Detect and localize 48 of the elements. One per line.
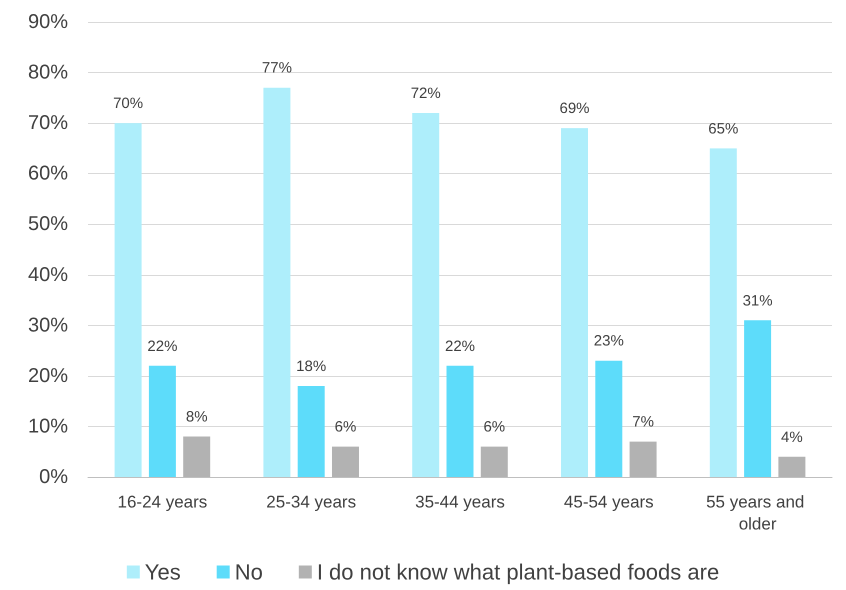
y-tick-label: 30% — [28, 314, 68, 336]
data-label: 70% — [113, 95, 144, 112]
data-label: 77% — [262, 60, 292, 77]
bar — [710, 148, 737, 477]
bar — [148, 366, 176, 477]
bar — [412, 113, 440, 477]
x-tick-label: 55 years and older — [706, 492, 810, 534]
data-label: 22% — [444, 338, 476, 355]
bar — [778, 456, 806, 477]
bar — [561, 128, 588, 477]
legend-label: Yes — [144, 560, 181, 584]
y-tick-label: 80% — [28, 62, 68, 84]
data-label: 8% — [186, 408, 208, 426]
data-label: 23% — [594, 332, 624, 350]
y-tick-label: 20% — [28, 364, 68, 387]
data-label: 7% — [632, 414, 654, 431]
bar — [744, 320, 772, 477]
bar — [114, 123, 142, 477]
y-tick-label: 90% — [28, 11, 68, 33]
data-label: 31% — [742, 292, 773, 310]
bar — [480, 446, 508, 477]
x-tick-label: 25-34 years — [266, 492, 356, 512]
legend-label: No — [234, 560, 263, 584]
bar — [630, 442, 657, 477]
data-label: 4% — [781, 428, 803, 446]
data-label: 65% — [708, 120, 738, 138]
data-label: 72% — [410, 85, 441, 102]
data-label: 6% — [334, 418, 356, 436]
data-label: 6% — [483, 418, 506, 436]
y-tick-label: 50% — [28, 213, 68, 236]
bar — [595, 360, 622, 477]
data-label: 18% — [296, 358, 326, 375]
bar — [298, 386, 325, 477]
y-tick-label: 60% — [28, 162, 68, 185]
x-tick-label: 45-54 years — [564, 492, 654, 512]
x-tick-label: 35-44 years — [415, 492, 505, 512]
bar — [446, 366, 474, 477]
y-tick-label: 70% — [28, 112, 68, 134]
y-tick-label: 10% — [28, 415, 68, 438]
bar — [332, 446, 359, 477]
x-tick-label: 16-24 years — [118, 492, 208, 512]
bar — [183, 436, 210, 477]
data-label: 22% — [147, 338, 178, 355]
data-label: 69% — [559, 100, 590, 118]
bar — [263, 88, 290, 477]
y-tick-label: 0% — [39, 466, 68, 488]
y-tick-label: 40% — [28, 264, 68, 286]
legend-label: I do not know what plant-based foods are — [316, 560, 720, 584]
